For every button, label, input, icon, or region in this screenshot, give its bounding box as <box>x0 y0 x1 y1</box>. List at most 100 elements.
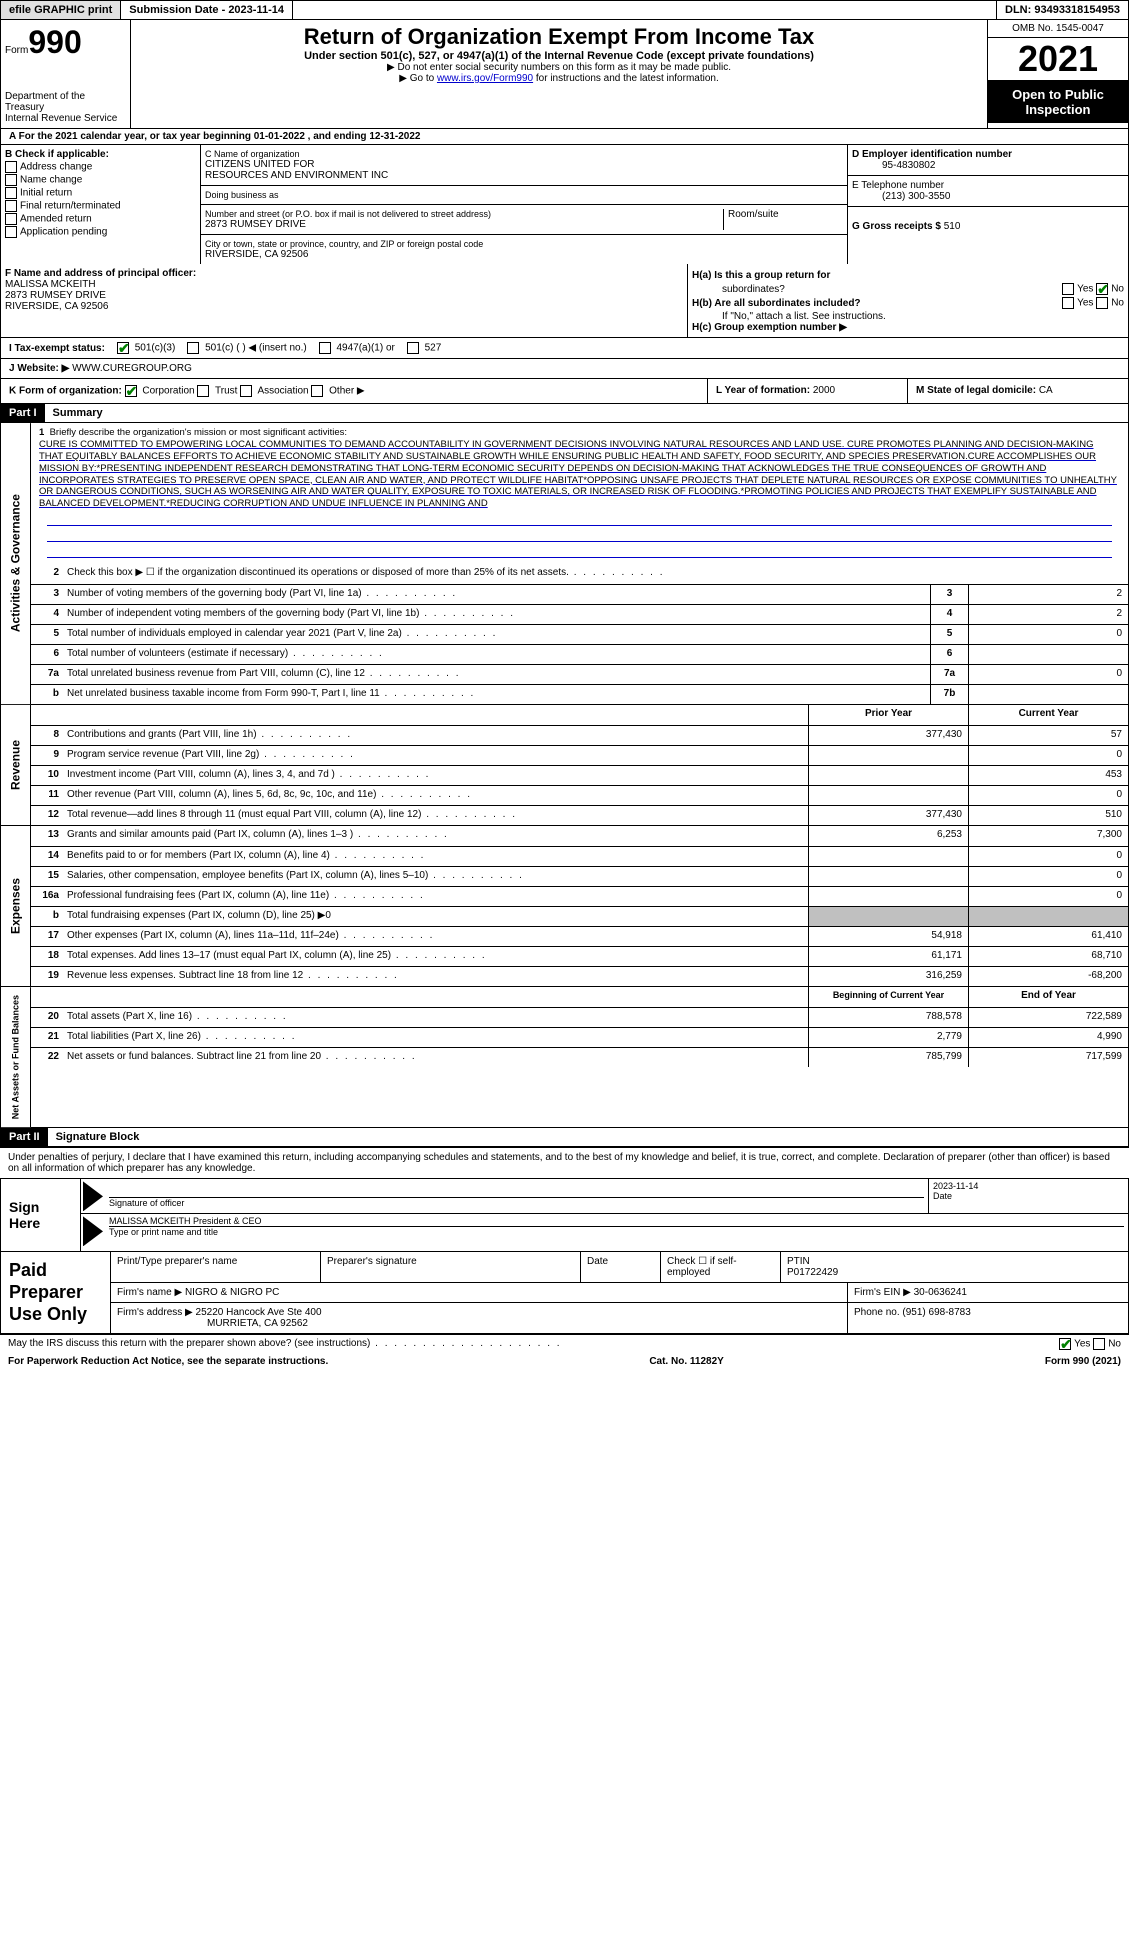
current-year-header: Current Year <box>968 705 1128 725</box>
discuss-row: May the IRS discuss this return with the… <box>0 1334 1129 1353</box>
expense-line-13: 13Grants and similar amounts paid (Part … <box>31 826 1128 846</box>
year-formation: L Year of formation: 2000 <box>708 379 908 403</box>
omb-number: OMB No. 1545-0047 <box>988 20 1128 38</box>
org-name-label: C Name of organization <box>205 149 843 159</box>
na-line-22: 22Net assets or fund balances. Subtract … <box>31 1047 1128 1067</box>
gross-value: 510 <box>944 221 961 232</box>
form990-link[interactable]: www.irs.gov/Form990 <box>437 73 533 84</box>
chk-assoc[interactable] <box>240 385 252 397</box>
city-value: RIVERSIDE, CA 92506 <box>205 249 843 260</box>
tax-status-row: I Tax-exempt status: 501(c)(3) 501(c) ( … <box>0 338 1129 359</box>
firm-phone: Phone no. (951) 698-8783 <box>848 1303 1128 1333</box>
na-line-20: 20Total assets (Part X, line 16)788,5787… <box>31 1007 1128 1027</box>
paid-preparer-label: Paid Preparer Use Only <box>1 1252 111 1333</box>
street-label: Number and street (or P.O. box if mail i… <box>205 209 723 219</box>
preparer-sig-label: Preparer's signature <box>321 1252 581 1282</box>
gov-line-5: 5Total number of individuals employed in… <box>31 624 1128 644</box>
hb-line: H(b) Are all subordinates included? Yes … <box>692 297 1124 309</box>
expense-line-14: 14Benefits paid to or for members (Part … <box>31 846 1128 866</box>
goto-line: ▶ Go to www.irs.gov/Form990 for instruct… <box>139 73 979 84</box>
officer-label: F Name and address of principal officer: <box>5 268 196 279</box>
row-a: A For the 2021 calendar year, or tax yea… <box>0 129 1129 145</box>
header-center: Return of Organization Exempt From Incom… <box>131 20 988 128</box>
expense-line-19: 19Revenue less expenses. Subtract line 1… <box>31 966 1128 986</box>
signature-date: 2023-11-14 Date <box>928 1179 1128 1213</box>
ha-line: H(a) Is this a group return for <box>692 270 1124 281</box>
discuss-yes[interactable] <box>1059 1338 1071 1350</box>
form-label: Form <box>5 45 28 56</box>
col-b-header: B Check if applicable: <box>5 149 109 160</box>
ha-yes[interactable] <box>1062 283 1074 295</box>
gov-line-2: 2Check this box ▶ ☐ if the organization … <box>31 564 1128 584</box>
hb-note: If "No," attach a list. See instructions… <box>692 311 1124 322</box>
blank-line <box>47 528 1112 542</box>
ssn-warning: ▶ Do not enter social security numbers o… <box>139 62 979 73</box>
part-i-title: Summary <box>45 404 1128 422</box>
chk-4947[interactable] <box>319 342 331 354</box>
chk-501c[interactable] <box>187 342 199 354</box>
chk-final[interactable]: Final return/terminated <box>5 200 196 212</box>
ein-value: 95-4830802 <box>852 160 935 171</box>
street-value: 2873 RUMSEY DRIVE <box>205 219 723 230</box>
hb-no[interactable] <box>1096 297 1108 309</box>
officer-city: RIVERSIDE, CA 92506 <box>5 301 108 312</box>
activities-governance: Activities & Governance 1 Briefly descri… <box>0 423 1129 705</box>
chk-pending[interactable]: Application pending <box>5 226 196 238</box>
chk-501c3[interactable] <box>117 342 129 354</box>
expense-line-17: 17Other expenses (Part IX, column (A), l… <box>31 926 1128 946</box>
tab-expenses: Expenses <box>1 826 31 986</box>
tab-revenue: Revenue <box>1 705 31 825</box>
form-title: Return of Organization Exempt From Incom… <box>139 24 979 50</box>
end-year-header: End of Year <box>968 987 1128 1007</box>
officer-street: 2873 RUMSEY DRIVE <box>5 290 106 301</box>
firm-address: Firm's address ▶ 25220 Hancock Ave Ste 4… <box>111 1303 848 1333</box>
ha-no[interactable] <box>1096 283 1108 295</box>
gov-line-b: bNet unrelated business taxable income f… <box>31 684 1128 704</box>
chk-other[interactable] <box>311 385 323 397</box>
na-line-21: 21Total liabilities (Part X, line 26)2,7… <box>31 1027 1128 1047</box>
col-b: B Check if applicable: Address change Na… <box>1 145 201 264</box>
website-value: WWW.CUREGROUP.ORG <box>72 363 192 374</box>
ein-label: D Employer identification number <box>852 149 1012 160</box>
sign-block: Sign Here Signature of officer 2023-11-1… <box>0 1178 1129 1252</box>
phone-row: E Telephone number (213) 300-3550 <box>848 176 1128 207</box>
tab-net-assets: Net Assets or Fund Balances <box>1 987 31 1127</box>
blank-line <box>47 512 1112 526</box>
chk-name[interactable]: Name change <box>5 174 196 186</box>
hb-yes[interactable] <box>1062 297 1074 309</box>
revenue-line-9: 9Program service revenue (Part VIII, lin… <box>31 745 1128 765</box>
form-org-row: K Form of organization: Corporation Trus… <box>0 379 1129 404</box>
part-i-label: Part I <box>1 404 45 422</box>
chk-address[interactable]: Address change <box>5 161 196 173</box>
blank-line <box>47 544 1112 558</box>
gov-line-3: 3Number of voting members of the governi… <box>31 584 1128 604</box>
chk-527[interactable] <box>407 342 419 354</box>
revenue-line-12: 12Total revenue—add lines 8 through 11 (… <box>31 805 1128 825</box>
arrow-icon <box>83 1181 103 1211</box>
paperwork-notice: For Paperwork Reduction Act Notice, see … <box>8 1356 328 1367</box>
begin-year-header: Beginning of Current Year <box>808 987 968 1007</box>
preparer-row-2: Firm's name ▶ NIGRO & NIGRO PC Firm's EI… <box>111 1283 1128 1303</box>
officer-signature[interactable]: Signature of officer <box>105 1179 928 1213</box>
tax-status-label: I Tax-exempt status: <box>9 343 105 354</box>
state-domicile: M State of legal domicile: CA <box>908 379 1128 403</box>
officer-name-title: MALISSA MCKEITH President & CEO Type or … <box>105 1214 1128 1248</box>
section-fgh: F Name and address of principal officer:… <box>0 264 1129 338</box>
chk-amended[interactable]: Amended return <box>5 213 196 225</box>
expense-line-18: 18Total expenses. Add lines 13–17 (must … <box>31 946 1128 966</box>
sign-line-2: MALISSA MCKEITH President & CEO Type or … <box>81 1214 1128 1248</box>
gov-line-4: 4Number of independent voting members of… <box>31 604 1128 624</box>
preparer-row-3: Firm's address ▶ 25220 Hancock Ave Ste 4… <box>111 1303 1128 1333</box>
col-d: D Employer identification number 95-4830… <box>848 145 1128 264</box>
discuss-no[interactable] <box>1093 1338 1105 1350</box>
expense-line-16a: 16aProfessional fundraising fees (Part I… <box>31 886 1128 906</box>
chk-trust[interactable] <box>197 385 209 397</box>
gross-row: G Gross receipts $ 510 <box>852 211 1124 232</box>
chk-corp[interactable] <box>125 385 137 397</box>
revenue-header: Prior Year Current Year <box>31 705 1128 725</box>
expenses-section: Expenses 13Grants and similar amounts pa… <box>0 826 1129 987</box>
footer: For Paperwork Reduction Act Notice, see … <box>0 1353 1129 1370</box>
chk-initial[interactable]: Initial return <box>5 187 196 199</box>
part-ii-title: Signature Block <box>48 1128 1128 1146</box>
prior-year-header: Prior Year <box>808 705 968 725</box>
